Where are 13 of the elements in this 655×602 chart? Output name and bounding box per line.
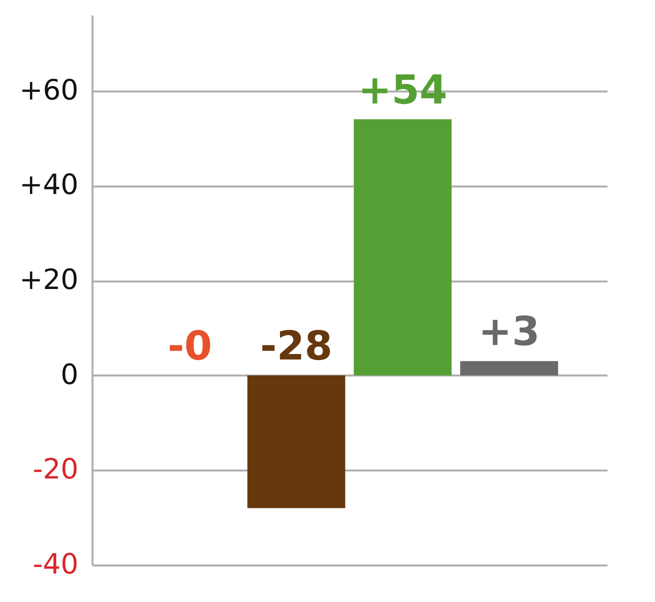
- bar: [460, 361, 558, 376]
- y-tick-label: -20: [32, 452, 78, 486]
- y-tick-label: -40: [32, 548, 78, 580]
- y-tick-label: +40: [19, 168, 78, 202]
- bar: [354, 119, 452, 376]
- data-label: -28: [260, 323, 332, 370]
- y-tick-label: +60: [19, 73, 78, 106]
- y-tick-label: +20: [19, 263, 78, 296]
- data-label: +54: [358, 67, 448, 114]
- data-label: -0: [168, 323, 212, 370]
- y-tick-label: 0: [60, 358, 78, 391]
- data-label: +3: [478, 309, 540, 356]
- bar: [247, 375, 346, 508]
